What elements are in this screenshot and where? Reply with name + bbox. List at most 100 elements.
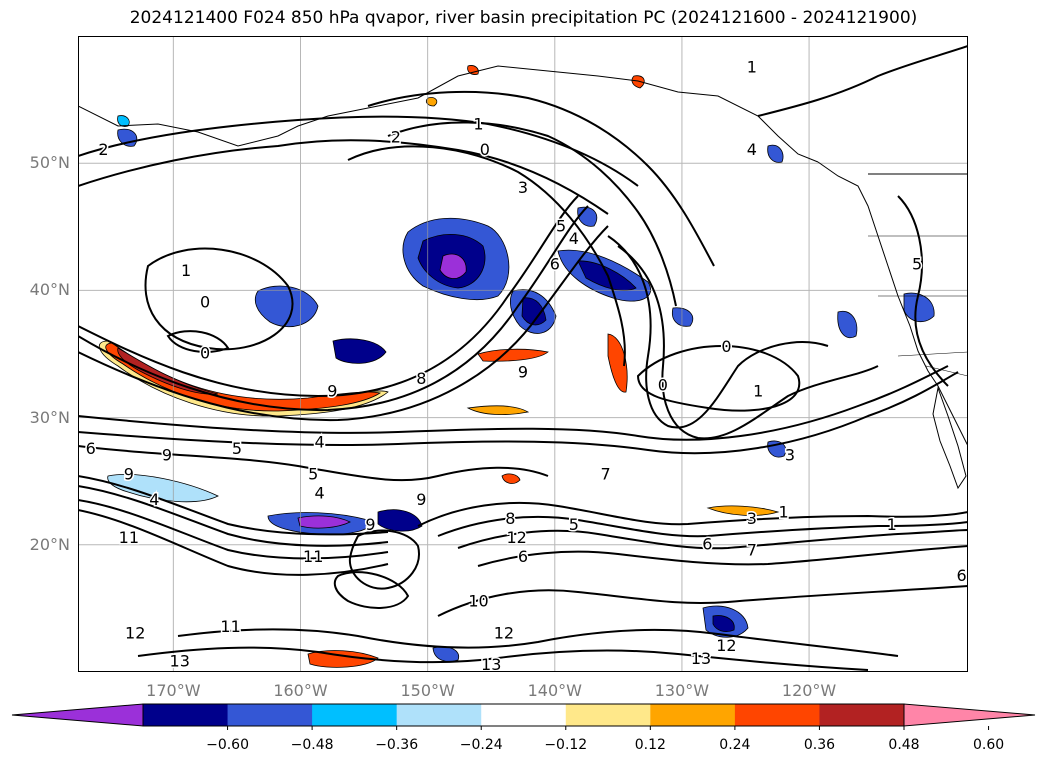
contour-line — [78, 445, 549, 482]
contour-line — [78, 371, 959, 455]
contour-label: 4 — [314, 483, 324, 502]
contour-label: 0 — [480, 140, 490, 159]
longitude-label: 160°W — [273, 681, 328, 700]
contour-label: 12 — [494, 623, 514, 642]
contour-label: 9 — [327, 382, 337, 401]
colorbar-tick-label: 0.48 — [888, 737, 920, 753]
contour-label: 13 — [170, 651, 190, 670]
coastline-baja — [932, 386, 967, 490]
contour-label: 6 — [86, 439, 96, 458]
colorbar-tick-label: 0.36 — [803, 737, 836, 753]
contour-line — [457, 529, 968, 550]
contour-label: 6 — [702, 534, 712, 553]
contour-line — [897, 195, 949, 387]
contour-line — [144, 247, 294, 351]
contour-label: 5 — [308, 464, 318, 483]
colorbar-extend-max — [903, 703, 1036, 727]
colorbar-tick-label: 0.60 — [972, 737, 1005, 753]
positive-anomaly-blob — [706, 505, 780, 516]
contour-label: 12 — [125, 623, 145, 642]
negative-anomaly-blob — [767, 144, 784, 163]
contour-label: 9 — [124, 464, 134, 483]
negative-anomaly-blob — [377, 509, 423, 532]
contour-label: 5 — [232, 439, 242, 458]
contour-label: 11 — [119, 528, 139, 547]
colorbar-tick-label: −0.24 — [459, 737, 503, 753]
positive-anomaly-blob — [477, 348, 549, 362]
contour-line — [166, 330, 230, 353]
colorbar-segment — [734, 704, 820, 726]
negative-anomaly-blob — [254, 285, 319, 328]
negative-anomaly-blob-peak — [439, 253, 467, 279]
positive-anomaly-blob — [607, 333, 628, 393]
contour-label: 6 — [550, 254, 560, 273]
contour-line — [137, 646, 869, 671]
contour-line — [78, 225, 609, 422]
contour-label: 13 — [691, 649, 711, 668]
longitude-label: 130°W — [654, 681, 710, 700]
contour-line — [348, 529, 420, 590]
contour-label: 12 — [506, 528, 526, 547]
contour-label: 6 — [518, 547, 528, 566]
positive-anomaly-blob — [501, 473, 521, 484]
contour-label: 0 — [200, 293, 210, 312]
negative-anomaly-blob-core — [521, 297, 547, 326]
colorbar-segment — [312, 704, 398, 726]
contour-label: 2 — [391, 127, 401, 146]
colorbar-tick-label: −0.36 — [375, 737, 419, 753]
contour-label: 3 — [785, 445, 795, 464]
map-title: 2024121400 F024 850 hPa qvapor, river ba… — [129, 8, 918, 28]
contour-label: 8 — [505, 509, 515, 528]
contour-line — [387, 121, 677, 307]
contour-line — [333, 571, 410, 609]
colorbar — [11, 703, 1036, 730]
colorbar-frame — [142, 703, 905, 727]
colorbar-segment — [227, 704, 313, 726]
colorbar-tick-label: 0.12 — [634, 737, 666, 753]
contour-label: 1 — [181, 261, 191, 280]
contour-label: 11 — [303, 547, 323, 566]
negative-anomaly-blob-core — [712, 615, 735, 632]
negative-anomaly-blob — [107, 474, 219, 503]
contour-label: 10 — [468, 592, 488, 611]
contour-label: 3 — [518, 178, 528, 197]
negative-anomaly-blob — [837, 310, 858, 338]
contour-line — [78, 195, 579, 398]
contour-line — [78, 509, 389, 576]
contour-line — [437, 515, 968, 538]
colorbar-segment — [481, 704, 567, 726]
positive-anomaly-blob — [426, 97, 438, 107]
longitude-label: 150°W — [400, 681, 455, 700]
contour-label: 2 — [98, 140, 108, 159]
contour-label: 9 — [416, 490, 426, 509]
contour-line — [78, 485, 389, 547]
contour-label: 7 — [601, 464, 611, 483]
contour-line — [78, 475, 389, 536]
contour-line — [617, 245, 879, 440]
colorbar-tick-label: −0.48 — [290, 737, 334, 753]
contour-label: 3 — [747, 509, 757, 528]
qvapor-contours — [78, 45, 968, 671]
positive-anomaly-blob — [307, 650, 379, 668]
negative-anomaly-blob — [671, 307, 694, 327]
contour-line — [177, 628, 899, 657]
contour-label: 11 — [220, 617, 240, 636]
contour-line — [437, 585, 968, 617]
contour-label: 9 — [162, 445, 172, 464]
colorbar-tick-label: 0.24 — [719, 737, 751, 753]
contour-line — [78, 499, 389, 560]
contour-line — [477, 545, 968, 567]
colorbar-extend-min — [11, 703, 144, 727]
colorbar-segment — [396, 704, 482, 726]
latitude-label: 20°N — [29, 534, 70, 554]
contour-label: 1 — [887, 515, 897, 534]
contour-label: 8 — [416, 369, 426, 388]
contour-label: 1 — [779, 503, 789, 522]
contour-label: 1 — [753, 382, 763, 401]
latitude-label: 40°N — [29, 280, 70, 300]
contour-label: 0 — [200, 344, 210, 363]
precip-negative-regions — [107, 115, 935, 662]
contour-line — [757, 45, 968, 117]
